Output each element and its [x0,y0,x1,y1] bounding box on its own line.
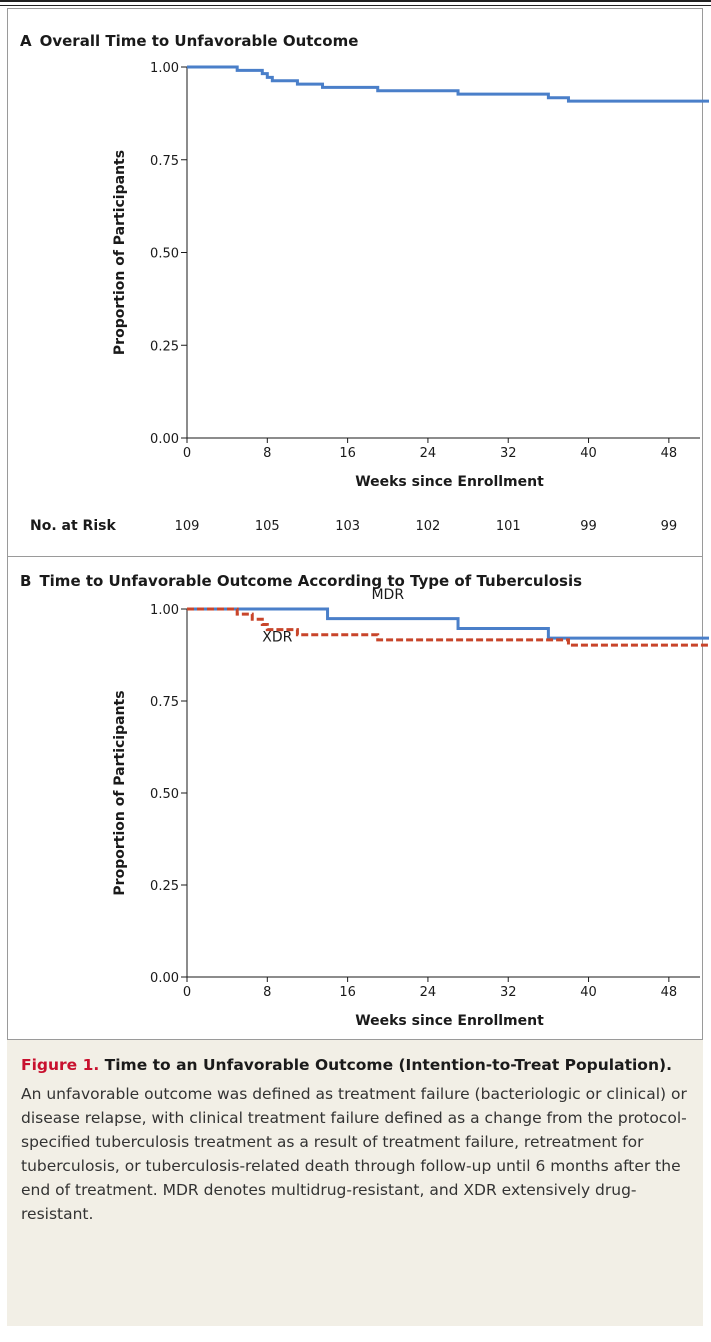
panel-b-y-axis-title: Proportion of Participants [112,690,128,895]
figure-label: Figure 1. [21,1056,100,1074]
panel-b-x-tick-label: 16 [339,985,356,1000]
panel-divider [7,556,703,557]
caption-title: Figure 1. Time to an Unfavorable Outcome… [21,1054,689,1076]
panel-b-series-mdr [187,607,709,640]
panel-b-title: B Time to Unfavorable Outcome According t… [20,572,582,590]
panel-a-x-tick-label: 0 [183,446,191,461]
panel-a-x-tick-label: 16 [339,446,356,461]
figure-caption: Figure 1. Time to an Unfavorable Outcome… [7,1040,703,1326]
panel-b-x-tick-label: 24 [420,985,437,1000]
panel-a-chart: 0.00 0.25 0.50 0.75 1.00 0 8 16 24 32 40 48 Weeks si… [30,61,709,534]
panel-a-series-overall [187,65,709,103]
panel-b-chart: 0.00 0.25 0.50 0.75 1.00 0 8 16 24 32 40 48 Weeks si… [30,587,709,1102]
top-rule [0,0,711,2]
panel-b-series-xdr [187,607,709,647]
panel-b-title-text: Time to Unfavorable Outcome According to… [39,572,583,590]
panel-a-x-tick-label: 8 [263,446,271,461]
panel-a-x-tick-label: 48 [661,446,678,461]
panel-b-x-tick-label: 8 [263,985,271,1000]
panel-a-risk-value: 101 [496,519,521,534]
panel-b-letter: B [20,572,32,590]
panel-b-x-tick-label: 0 [183,985,191,1000]
caption-body: An unfavorable outcome was defined as tr… [21,1085,687,1223]
panel-a-y-tick-label: 0.50 [150,247,179,262]
panel-b-label-xdr: XDR [262,630,292,646]
panel-a-risk-value: 102 [416,519,441,534]
panel-b-x-axis-title: Weeks since Enrollment [355,1013,544,1029]
panel-a-risk-value: 109 [175,519,200,534]
panel-a-title: A Overall Time to Unfavorable Outcome [20,32,358,50]
panel-b-y-tick-label: 0.75 [150,695,179,710]
panel-a-x-tick-label: 40 [580,446,597,461]
panel-a-risk-value: 99 [580,519,597,534]
panel-b-x-tick-label: 32 [500,985,517,1000]
panel-a-y-tick-label: 0.75 [150,154,179,169]
panel-b-label-mdr: MDR [371,587,404,603]
panel-a-risk-value: 103 [335,519,360,534]
panel-b-x-tick-label: 48 [661,985,678,1000]
panel-a-risk-label: No. at Risk [30,518,116,534]
panel-b-y-tick-label: 1.00 [150,603,179,618]
panel-a-risk-value: 99 [661,519,678,534]
panel-b-y-tick-label: 0.00 [150,971,179,986]
panel-b-y-tick-label: 0.50 [150,787,179,802]
panel-a-letter: A [20,32,32,50]
panel-a-y-tick-label: 0.00 [150,432,179,447]
caption-title-text: Time to an Unfavorable Outcome (Intentio… [104,1056,672,1074]
panel-a-title-text: Overall Time to Unfavorable Outcome [39,32,359,50]
top-rule-thin [0,5,711,6]
caption-divider [7,1039,703,1040]
panel-a-y-tick-label: 0.25 [150,339,179,354]
panel-a-x-tick-label: 24 [420,446,437,461]
panel-a-x-axis-title: Weeks since Enrollment [355,474,544,490]
panel-a-risk-value: 105 [255,519,280,534]
panel-a-y-tick-label: 1.00 [150,61,179,76]
panel-b-x-tick-label: 40 [580,985,597,1000]
panel-b-y-tick-label: 0.25 [150,879,179,894]
panel-a-y-axis-title: Proportion of Participants [112,150,128,355]
panel-a-x-tick-label: 32 [500,446,517,461]
